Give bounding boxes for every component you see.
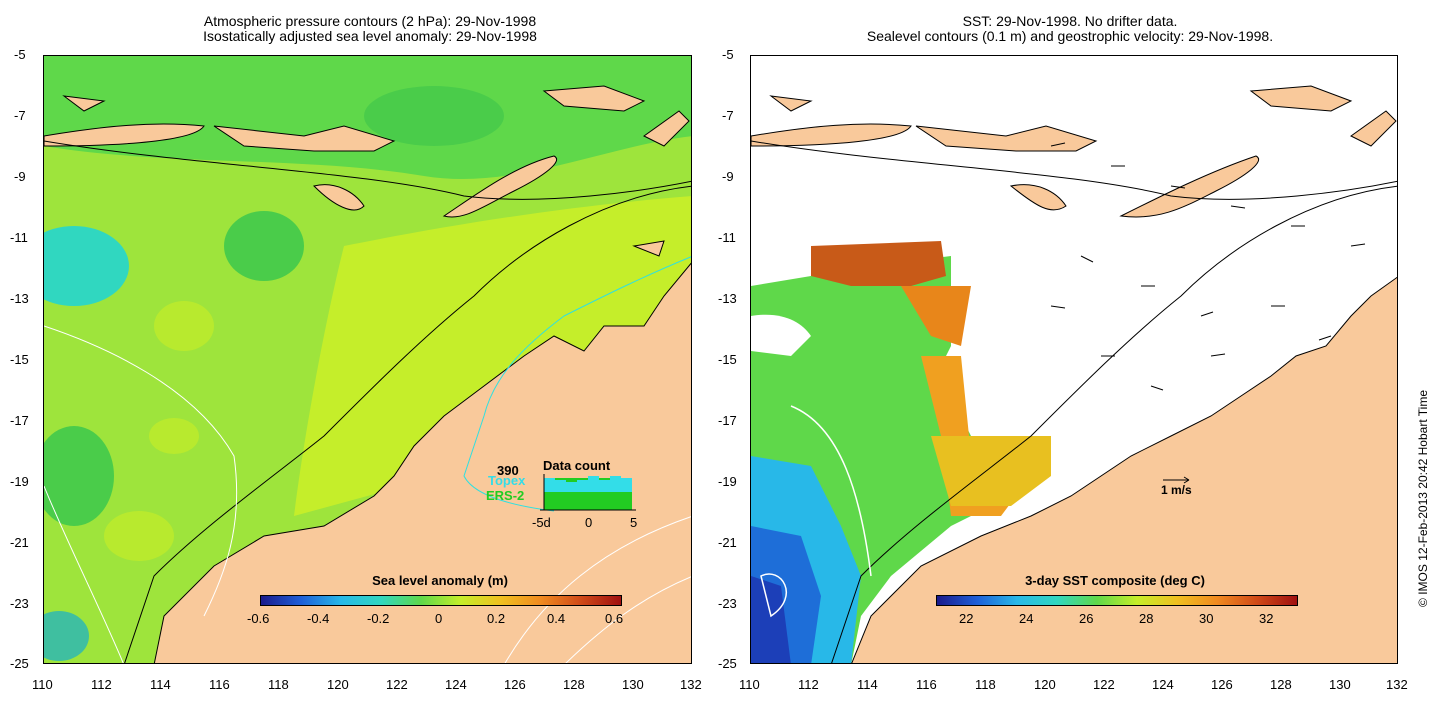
colorbar-tick: 24 [1019, 611, 1034, 626]
data-count-total: 390 [497, 463, 519, 478]
credit-text: © IMOS 12-Feb-2013 20:42 Hobart Time [1416, 390, 1430, 607]
y-tick: -15 [718, 352, 737, 367]
y-tick: -25 [718, 656, 737, 671]
velocity-scale-label: 1 m/s [1161, 483, 1192, 497]
x-tick: 122 [386, 677, 408, 692]
y-tick: -11 [10, 230, 28, 245]
x-tick: 128 [563, 677, 585, 692]
y-tick: -19 [718, 474, 737, 489]
right-map: 1 m/s [750, 55, 1398, 664]
x-tick: 116 [916, 677, 937, 692]
x-tick: 124 [445, 677, 467, 692]
left-colorbar [260, 595, 622, 606]
y-tick: -13 [10, 291, 29, 306]
left-title: Atmospheric pressure contours (2 hPa): 2… [60, 14, 680, 44]
x-tick: 114 [857, 677, 878, 692]
x-tick: 112 [91, 677, 112, 692]
right-title-line2: Sealevel contours (0.1 m) and geostrophi… [866, 28, 1274, 44]
x-tick: 130 [1329, 677, 1351, 692]
x-tick: 114 [150, 677, 171, 692]
y-tick: -23 [718, 596, 737, 611]
colorbar-tick: 0 [435, 611, 443, 626]
y-tick: -7 [14, 108, 26, 123]
colorbar-tick: -0.6 [247, 611, 270, 626]
x-tick: 132 [680, 677, 702, 692]
left-title-line2: Isostatically adjusted sea level anomaly… [203, 28, 537, 44]
x-tick: 116 [209, 677, 230, 692]
sst-map [751, 56, 1397, 663]
y-tick: -15 [10, 352, 29, 367]
velocity-scale-arrow [1163, 476, 1190, 484]
y-tick: -7 [722, 108, 734, 123]
colorbar-tick: 0.6 [605, 611, 624, 626]
y-tick: -23 [10, 596, 29, 611]
y-tick: -17 [718, 413, 737, 428]
colorbar-tick: 28 [1139, 611, 1154, 626]
colorbar-tick: 32 [1259, 611, 1274, 626]
left-title-line1: Atmospheric pressure contours (2 hPa): 2… [203, 13, 537, 29]
x-tick: 118 [975, 677, 996, 692]
x-tick: 132 [1386, 677, 1408, 692]
right-colorbar-label: 3-day SST composite (deg C) [1025, 573, 1205, 588]
colorbar-tick: -0.4 [307, 611, 330, 626]
x-tick: 124 [1152, 677, 1174, 692]
colorbar-tick: -0.2 [367, 611, 390, 626]
data-count-xtick: 0 [585, 515, 593, 530]
y-tick: -21 [718, 535, 737, 550]
y-tick: -17 [10, 413, 29, 428]
x-tick: 118 [268, 677, 289, 692]
x-tick: 122 [1093, 677, 1115, 692]
right-title: SST: 29-Nov-1998. No drifter data. Seale… [760, 14, 1380, 44]
left-colorbar-label: Sea level anomaly (m) [372, 573, 508, 588]
colorbar-tick: 0.4 [547, 611, 566, 626]
x-tick: 112 [798, 677, 819, 692]
x-tick: 110 [739, 677, 760, 692]
right-title-line1: SST: 29-Nov-1998. No drifter data. [962, 13, 1178, 29]
y-tick: -13 [718, 291, 737, 306]
y-tick: -9 [14, 169, 26, 184]
data-count-bars [540, 474, 636, 511]
colorbar-tick: 0.2 [487, 611, 506, 626]
x-tick: 110 [32, 677, 53, 692]
x-tick: 128 [1270, 677, 1292, 692]
y-tick: -5 [722, 47, 734, 62]
right-colorbar [936, 595, 1298, 606]
colorbar-tick: 22 [959, 611, 974, 626]
y-tick: -21 [10, 535, 29, 550]
colorbar-tick: 26 [1079, 611, 1094, 626]
y-tick: -25 [10, 656, 29, 671]
y-tick: -19 [10, 474, 29, 489]
data-count-ers2: ERS-2 [486, 488, 525, 503]
x-tick: 130 [622, 677, 644, 692]
x-tick: 126 [504, 677, 526, 692]
x-tick: 120 [327, 677, 349, 692]
sea-level-anomaly-map [44, 56, 691, 663]
y-tick: -9 [722, 169, 734, 184]
x-tick: 120 [1034, 677, 1056, 692]
data-count-title: Data count [543, 458, 611, 473]
y-tick: -11 [718, 230, 736, 245]
x-tick: 126 [1211, 677, 1233, 692]
data-count-topex: Topex [488, 473, 526, 488]
data-count-xtick: -5d [532, 515, 551, 530]
data-count-xtick: 5 [630, 515, 638, 530]
left-map [43, 55, 692, 664]
y-tick: -5 [14, 47, 26, 62]
colorbar-tick: 30 [1199, 611, 1214, 626]
